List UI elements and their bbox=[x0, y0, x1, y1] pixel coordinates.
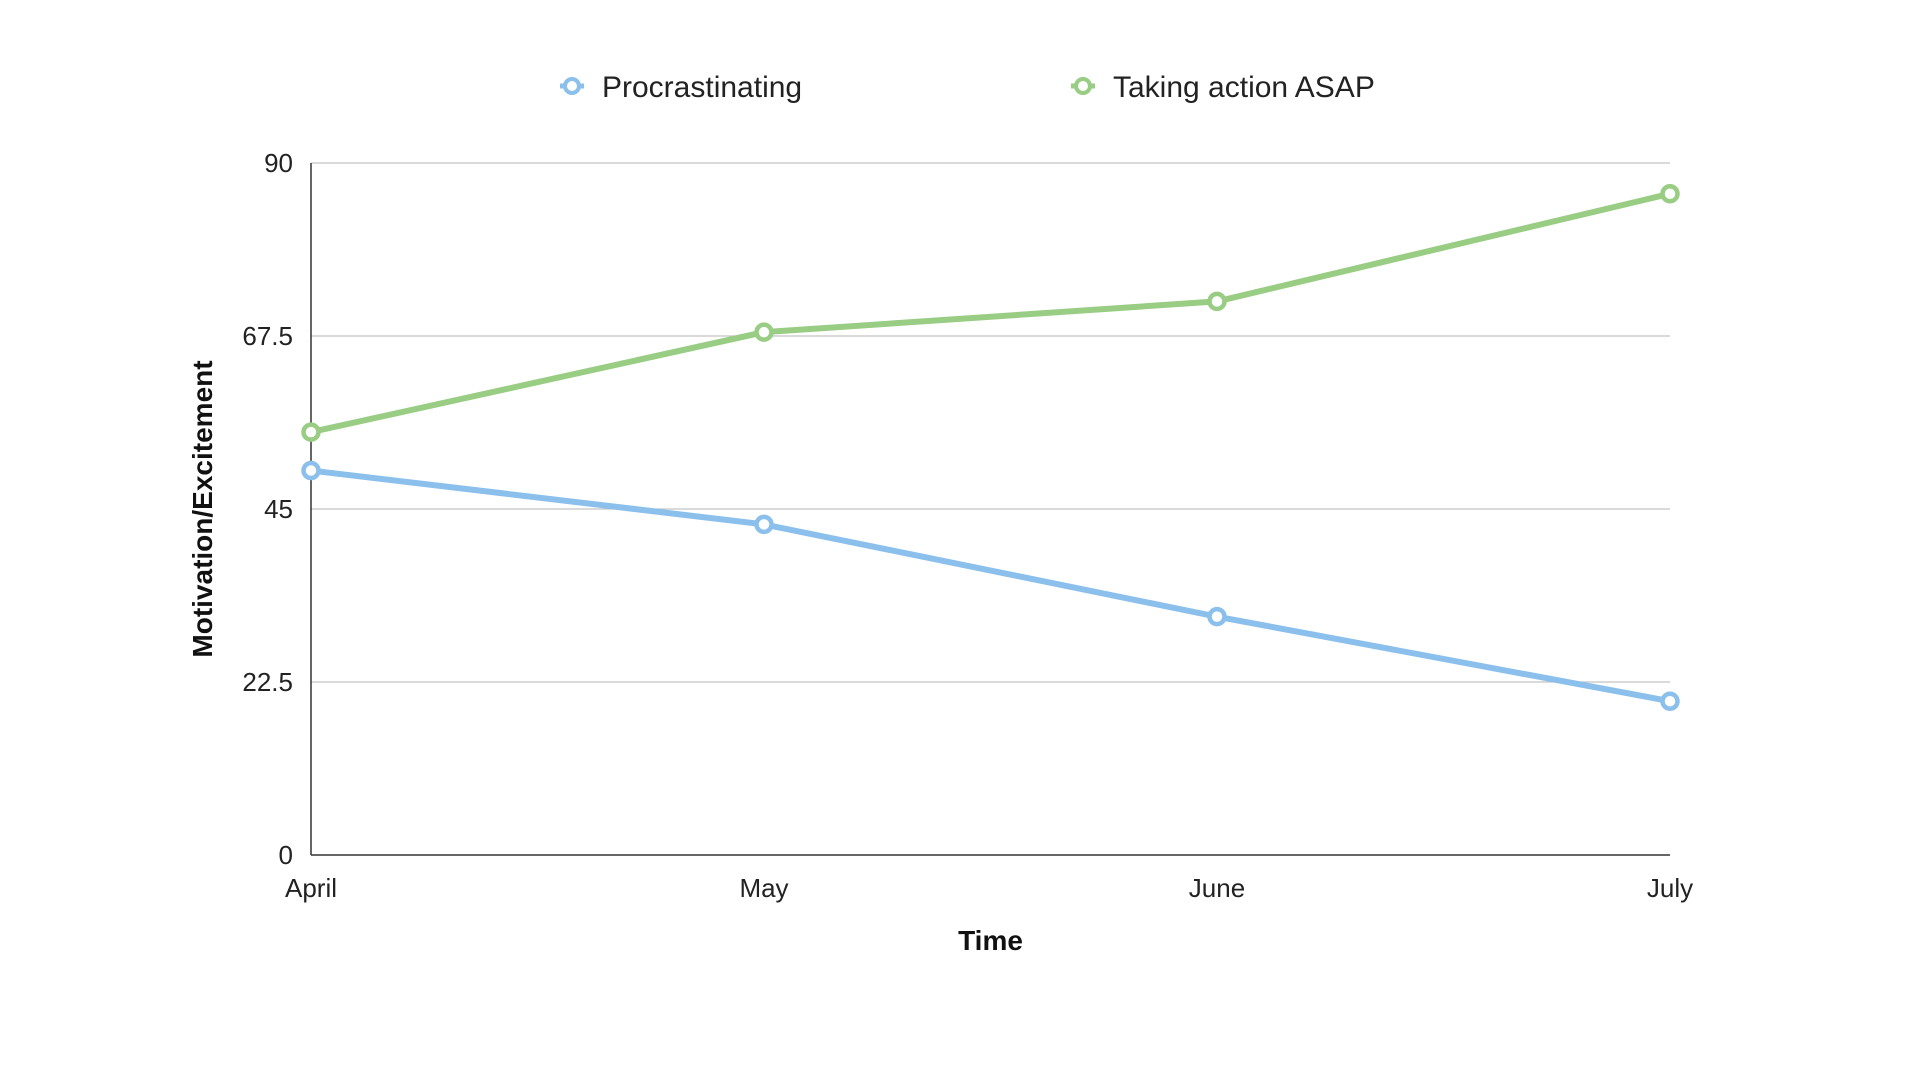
y-tick-label-0: 0 bbox=[279, 840, 293, 870]
x-tick-label-june: June bbox=[1189, 873, 1245, 903]
legend-swatch-marker-taking-action-asap bbox=[1074, 77, 1092, 95]
x-tick-label-may: May bbox=[739, 873, 788, 903]
series-taking-action-asap bbox=[301, 184, 1680, 442]
legend-item-procrastinating: Procrastinating bbox=[560, 71, 802, 104]
y-axis-tick-labels: 0 22.5 45 67.5 90 bbox=[242, 148, 293, 870]
x-axis-title: Time bbox=[958, 925, 1023, 956]
point-procrastinating-april bbox=[301, 460, 321, 481]
x-tick-label-april: April bbox=[285, 873, 337, 903]
y-tick-label-22-5: 22.5 bbox=[242, 667, 293, 697]
point-taking-action-asap-april bbox=[301, 422, 321, 442]
y-tick-label-67-5: 67.5 bbox=[242, 321, 293, 351]
legend-label-taking-action-asap: Taking action ASAP bbox=[1113, 71, 1375, 104]
series-line-procrastinating bbox=[308, 467, 1673, 705]
y-axis-title: Motivation/Excitement bbox=[187, 360, 218, 657]
legend-item-taking-action-asap: Taking action ASAP bbox=[1071, 71, 1375, 104]
point-procrastinating-july bbox=[1660, 691, 1680, 711]
x-tick-label-july: July bbox=[1647, 873, 1693, 903]
gridlines bbox=[311, 162, 1670, 683]
legend-label-procrastinating: Procrastinating bbox=[602, 71, 802, 104]
point-procrastinating-may bbox=[754, 514, 774, 535]
point-taking-action-asap-july bbox=[1660, 184, 1680, 204]
series-procrastinating bbox=[301, 460, 1680, 711]
axes bbox=[310, 163, 1670, 856]
y-tick-label-45: 45 bbox=[264, 494, 293, 524]
x-axis-tick-labels: April May June July bbox=[285, 873, 1693, 903]
y-tick-label-90: 90 bbox=[264, 148, 293, 178]
legend-swatch-marker-procrastinating bbox=[563, 77, 581, 95]
point-taking-action-asap-may bbox=[754, 322, 774, 342]
point-procrastinating-june bbox=[1207, 606, 1227, 627]
series-line-taking-action-asap bbox=[308, 190, 1673, 436]
legend: Procrastinating Taking action ASAP bbox=[560, 71, 1375, 104]
point-taking-action-asap-june bbox=[1207, 291, 1227, 312]
series-layer bbox=[301, 184, 1680, 711]
